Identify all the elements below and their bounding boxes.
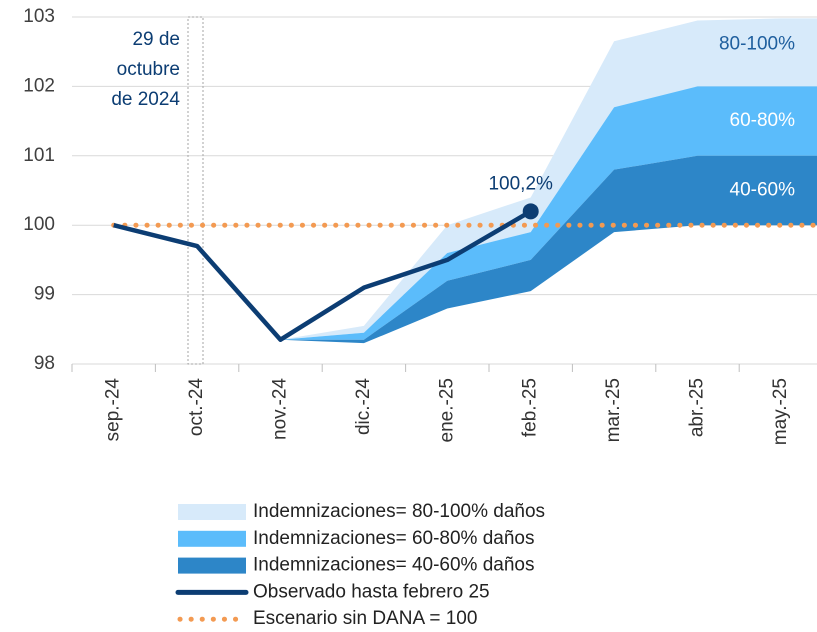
x-tick-label: oct.-24: [186, 378, 207, 437]
legend-label: Indemnizaciones= 40-60% daños: [253, 555, 535, 576]
y-tick-label: 103: [23, 6, 55, 27]
y-tick-label: 99: [34, 284, 55, 305]
range-area: [280, 155, 817, 344]
range-area: [280, 18, 817, 340]
y-tick-label: 102: [23, 75, 55, 96]
x-tick-label: mar.-25: [603, 378, 624, 442]
legend-label: Observado hasta febrero 25: [253, 581, 490, 602]
x-tick-label: feb.-25: [520, 378, 541, 437]
end-marker: [522, 203, 539, 220]
legend-label: Indemnizaciones= 80-100% daños: [253, 501, 545, 522]
range-area: [280, 86, 817, 340]
y-tick-label: 100: [23, 214, 55, 235]
band-label: 40-60%: [730, 180, 796, 201]
legend-swatch: [178, 530, 246, 547]
annotation: 29 de: [132, 29, 180, 50]
legend-swatch: [178, 504, 246, 520]
x-tick-label: ene.-25: [436, 378, 457, 442]
x-tick-label: dic.-24: [353, 378, 374, 435]
legend-label: Indemnizaciones= 60-80% daños: [253, 528, 535, 549]
data-label: 100,2%: [488, 173, 553, 194]
event-marker: [187, 16, 204, 365]
band-label: 60-80%: [730, 110, 796, 131]
annotation: de 2024: [111, 89, 180, 110]
x-tick-label: abr.-25: [687, 378, 708, 437]
band-label: 80-100%: [719, 33, 795, 54]
y-tick-label: 98: [34, 353, 55, 374]
legend-swatch: [178, 557, 246, 574]
annotation: octubre: [117, 59, 180, 80]
x-tick-label: may.-25: [770, 378, 791, 445]
legend-label: Escenario sin DANA = 100: [253, 608, 477, 629]
x-tick-label: sep.-24: [103, 378, 124, 442]
x-tick-label: nov.-24: [270, 378, 291, 440]
observed-line: [113, 209, 532, 342]
y-tick-label: 101: [23, 145, 55, 166]
